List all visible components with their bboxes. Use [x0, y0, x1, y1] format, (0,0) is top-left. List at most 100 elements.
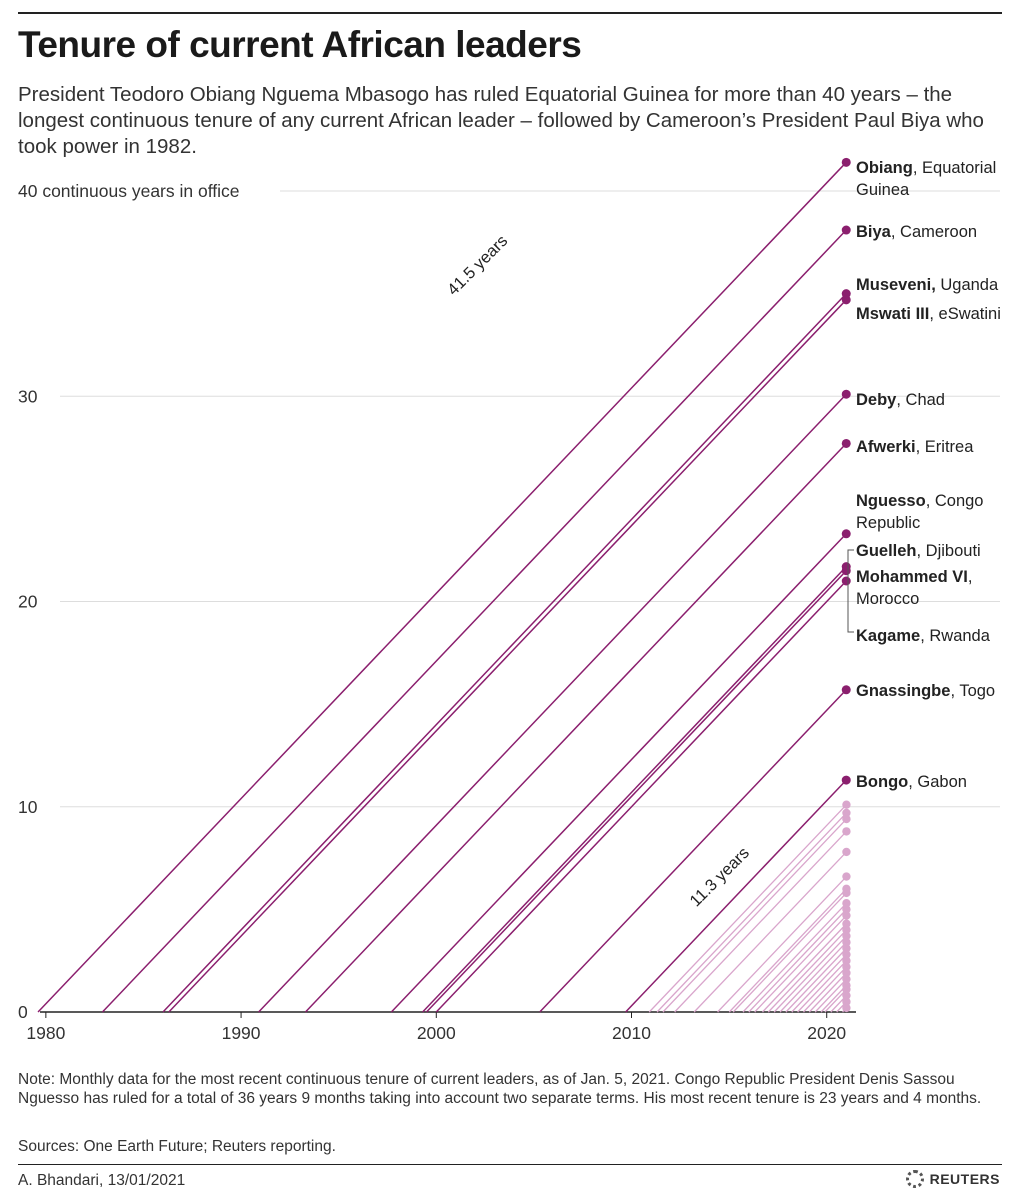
other-leader-line: [767, 929, 847, 1013]
leader-name: Deby: [856, 391, 897, 409]
other-leader-line: [820, 984, 847, 1013]
leader-country: , Eritrea: [916, 438, 975, 456]
line-annotation: 41.5 years: [444, 232, 511, 299]
y-tick-label-10: 10: [18, 797, 38, 817]
leader-dot: [841, 225, 851, 235]
other-leader-line: [662, 818, 847, 1013]
sources: Sources: One Earth Future; Reuters repor…: [18, 1138, 336, 1155]
leader-line: [435, 580, 847, 1013]
leader-country: , Rwanda: [920, 627, 991, 645]
other-leader-line: [748, 908, 847, 1013]
leader-line: [390, 533, 847, 1013]
bottom-rule: [18, 1164, 1002, 1165]
other-leader-dot: [842, 985, 851, 994]
other-leader-dot: [842, 905, 851, 914]
other-leader-line: [728, 888, 847, 1013]
leader-line: [539, 689, 847, 1013]
brand-name: REUTERS: [929, 1171, 1000, 1187]
y-tick-label-40: 40 continuous years in office: [18, 181, 239, 201]
leader-dot: [841, 685, 851, 695]
other-leader-dot: [842, 944, 851, 953]
y-tick-label-30: 30: [18, 386, 38, 406]
leader-country: ,: [968, 568, 973, 586]
brand-logo: REUTERS: [905, 1170, 1000, 1188]
leader-label: Deby, Chad: [856, 391, 945, 409]
other-leader-dot: [842, 938, 851, 947]
leader-dot: [841, 576, 851, 586]
other-leader-dot: [842, 950, 851, 959]
x-tick-label-1980: 1980: [26, 1023, 65, 1043]
other-leader-dot: [842, 925, 851, 935]
leader-label-line2: Morocco: [856, 590, 919, 608]
leader-name: Afwerki: [856, 438, 916, 456]
y-tick-label-0: 0: [18, 1002, 28, 1022]
label-bracket: [847, 549, 854, 633]
other-leader-dot: [842, 827, 851, 836]
leader-name: Museveni,: [856, 276, 936, 294]
other-leader-line: [674, 830, 847, 1013]
leader-country: , Congo: [926, 492, 984, 510]
leader-label: Kagame, Rwanda: [856, 627, 991, 645]
leader-country: , eSwatini: [929, 305, 1001, 323]
other-leader-line: [779, 941, 847, 1013]
other-leader-line: [656, 812, 847, 1013]
leader-name: Guelleh: [856, 542, 917, 560]
other-leader-line: [732, 892, 847, 1013]
leader-dot: [841, 389, 851, 399]
leader-line: [304, 442, 847, 1013]
leader-dot: [841, 289, 851, 299]
leader-country: , Djibouti: [917, 542, 981, 560]
other-leader-line: [803, 966, 847, 1013]
leader-line: [162, 293, 847, 1013]
leader-label: Museveni, Uganda: [856, 276, 999, 294]
other-leader-dot: [842, 800, 851, 809]
leader-label: Bongo, Gabon: [856, 773, 967, 791]
leader-name: Mohammed VI: [856, 568, 968, 586]
other-leader-dot: [842, 847, 851, 857]
leader-label: Obiang, Equatorial: [856, 159, 996, 177]
other-leader-dot: [842, 931, 851, 941]
page-title: Tenure of current African leaders: [18, 24, 582, 65]
leader-dot: [841, 438, 851, 448]
leader-label: Nguesso, Congo: [856, 492, 983, 510]
other-leader-line: [791, 954, 847, 1013]
x-tick-label-2010: 2010: [612, 1023, 651, 1043]
leader-name: Gnassingbe: [856, 682, 950, 700]
other-leader-dot: [842, 991, 851, 1000]
leader-line: [422, 566, 847, 1013]
leader-line: [168, 299, 847, 1013]
leader-name: Nguesso: [856, 492, 926, 510]
other-leader-line: [717, 876, 847, 1013]
x-tick-label-2020: 2020: [807, 1023, 846, 1043]
reuters-logo-icon: [905, 1170, 924, 1188]
top-rule: [18, 12, 1002, 14]
other-leader-dot: [842, 968, 851, 978]
leader-label-line2: Guinea: [856, 181, 910, 199]
other-leader-line: [808, 972, 847, 1013]
other-leader-line: [814, 978, 847, 1013]
leader-country: Uganda: [936, 276, 999, 294]
leader-label: Gnassingbe, Togo: [856, 682, 995, 700]
leader-dot: [841, 529, 851, 539]
other-leader-dot: [842, 808, 851, 818]
leader-dot: [841, 295, 851, 305]
leader-dot: [841, 566, 851, 576]
other-leader-dot: [842, 814, 851, 824]
other-leader-line: [785, 947, 847, 1013]
leader-label: Mohammed VI,: [856, 568, 972, 586]
other-leader-dot: [842, 888, 851, 898]
leader-label-line2: Republic: [856, 514, 920, 532]
leader-line: [425, 570, 847, 1013]
other-leader-line: [773, 935, 847, 1013]
other-leader-line: [762, 923, 847, 1013]
leader-country: , Gabon: [908, 773, 967, 791]
footnote: Note: Monthly data for the most recent c…: [18, 1071, 982, 1107]
leader-label: Guelleh, Djibouti: [856, 542, 981, 560]
leader-country: , Equatorial: [913, 159, 996, 177]
y-tick-label-20: 20: [18, 592, 38, 612]
x-tick-label-2000: 2000: [417, 1023, 456, 1043]
other-leader-dot: [842, 1003, 851, 1013]
other-leader-line: [742, 902, 847, 1013]
other-leader-dot: [842, 911, 851, 920]
leader-name: Bongo: [856, 773, 908, 791]
